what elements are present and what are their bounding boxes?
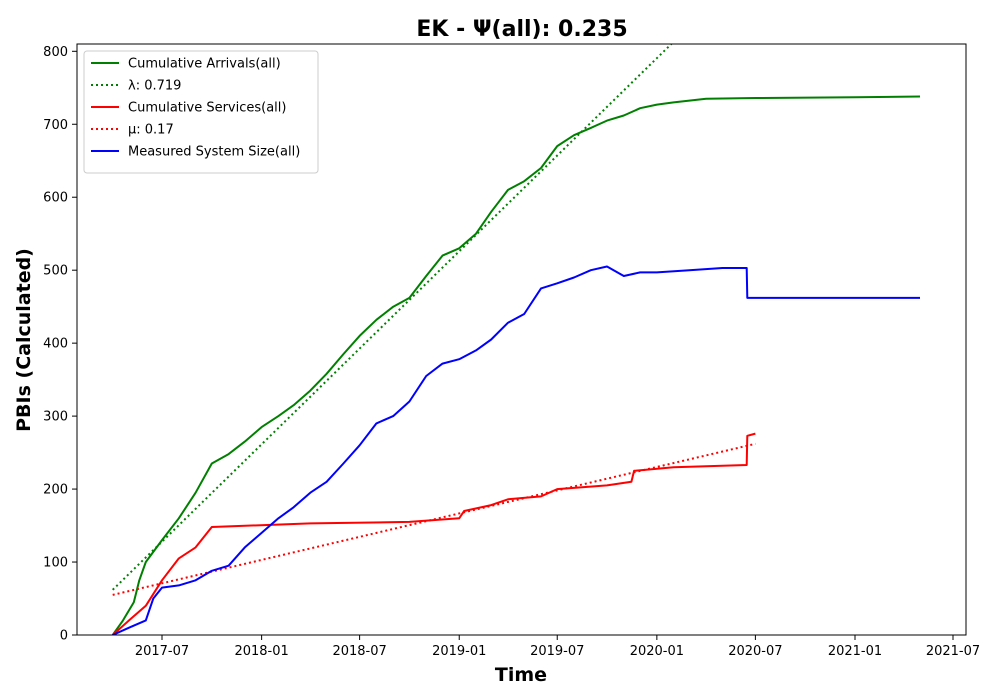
y-axis-label: PBIs (Calculated) (13, 248, 35, 432)
y-axis-ticks: 0 100 200 300 400 500 600 700 800 (43, 45, 77, 644)
y-tick-label: 600 (43, 191, 68, 206)
plot-frame (76, 43, 967, 636)
x-tick-label: 2021-01 (828, 644, 882, 659)
legend-label: Measured System Size(all) (128, 145, 300, 160)
x-tick-label: 2018-07 (332, 644, 386, 659)
legend-box (83, 50, 319, 174)
y-tick-label: 200 (43, 483, 68, 498)
x-tick-label: 2017-07 (135, 644, 189, 659)
legend-label: λ: 0.719 (128, 79, 181, 94)
x-tick-label: 2020-01 (630, 644, 684, 659)
x-tick-label: 2019-01 (432, 644, 486, 659)
legend: Cumulative Arrivals(all) λ: 0.719 Cumulati… (83, 50, 319, 174)
series-line-3 (112, 432, 756, 635)
y-tick-label: 800 (43, 45, 68, 60)
y-tick-label: 500 (43, 264, 68, 279)
legend-label: Cumulative Services(all) (128, 101, 286, 116)
series-line-1 (111, 95, 921, 635)
y-tick-label: 300 (43, 410, 68, 425)
legend-label: Cumulative Arrivals(all) (128, 57, 281, 72)
series-line-2 (112, 44, 673, 591)
chart-title: EK - Ψ(all): 0.235 (416, 17, 627, 42)
y-tick-label: 0 (60, 629, 68, 644)
x-axis-label: Time (495, 664, 547, 686)
plot-lines (111, 44, 921, 635)
y-tick-label: 400 (43, 337, 68, 352)
y-tick-label: 100 (43, 556, 68, 571)
series-line-4 (112, 442, 756, 596)
legend-label: μ: 0.17 (128, 123, 174, 138)
x-tick-label: 2021-07 (926, 644, 980, 659)
x-tick-label: 2018-01 (234, 644, 288, 659)
y-tick-label: 700 (43, 118, 68, 133)
x-tick-label: 2020-07 (728, 644, 782, 659)
x-tick-label: 2019-07 (530, 644, 584, 659)
x-axis-ticks: 2017-07 2018-01 2018-07 2019-01 2019-07 2020-… (135, 635, 980, 659)
series-line-5 (112, 265, 920, 635)
